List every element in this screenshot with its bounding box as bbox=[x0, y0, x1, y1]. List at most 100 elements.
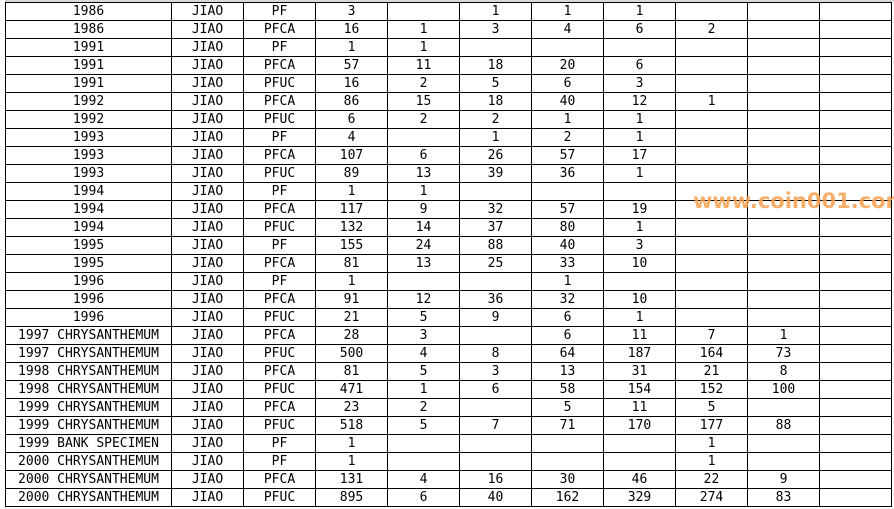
cell[interactable]: 164 bbox=[675, 344, 748, 363]
cell[interactable]: JIAO bbox=[171, 344, 244, 363]
cell[interactable]: 187 bbox=[603, 344, 676, 363]
cell[interactable]: 6 bbox=[531, 308, 604, 327]
cell[interactable]: 1996 bbox=[5, 308, 172, 327]
cell[interactable] bbox=[819, 236, 892, 255]
cell[interactable]: 57 bbox=[531, 200, 604, 219]
cell[interactable]: JIAO bbox=[171, 434, 244, 453]
cell[interactable]: 4 bbox=[387, 470, 460, 489]
cell[interactable]: 1 bbox=[747, 326, 820, 345]
cell[interactable]: JIAO bbox=[171, 20, 244, 39]
cell[interactable]: 3 bbox=[459, 20, 532, 39]
cell[interactable]: 2000 CHRYSANTHEMUM bbox=[5, 452, 172, 471]
cell[interactable]: 36 bbox=[531, 164, 604, 183]
cell[interactable]: 2 bbox=[387, 74, 460, 93]
cell[interactable]: PFUC bbox=[243, 164, 316, 183]
cell[interactable]: JIAO bbox=[171, 380, 244, 399]
cell[interactable]: 14 bbox=[387, 218, 460, 237]
cell[interactable]: 11 bbox=[603, 398, 676, 417]
cell[interactable] bbox=[747, 110, 820, 129]
cell[interactable] bbox=[459, 434, 532, 453]
cell[interactable]: 36 bbox=[459, 290, 532, 309]
cell[interactable]: PFUC bbox=[243, 344, 316, 363]
cell[interactable] bbox=[819, 344, 892, 363]
cell[interactable]: 1 bbox=[459, 128, 532, 147]
cell[interactable] bbox=[819, 254, 892, 273]
cell[interactable]: 2 bbox=[459, 110, 532, 129]
cell[interactable]: 15 bbox=[387, 92, 460, 111]
cell[interactable]: 1996 bbox=[5, 272, 172, 291]
cell[interactable]: 1 bbox=[603, 218, 676, 237]
cell[interactable]: 13 bbox=[531, 362, 604, 381]
cell[interactable]: 81 bbox=[315, 362, 388, 381]
cell[interactable]: PFCA bbox=[243, 254, 316, 273]
cell[interactable] bbox=[747, 398, 820, 417]
cell[interactable]: JIAO bbox=[171, 74, 244, 93]
cell[interactable]: 170 bbox=[603, 416, 676, 435]
cell[interactable]: 1 bbox=[675, 452, 748, 471]
cell[interactable] bbox=[747, 290, 820, 309]
cell[interactable]: 24 bbox=[387, 236, 460, 255]
cell[interactable] bbox=[675, 182, 748, 201]
cell[interactable]: 274 bbox=[675, 488, 748, 507]
cell[interactable]: JIAO bbox=[171, 92, 244, 111]
cell[interactable] bbox=[819, 110, 892, 129]
cell[interactable]: 18 bbox=[459, 56, 532, 75]
cell[interactable]: 21 bbox=[315, 308, 388, 327]
cell[interactable]: 9 bbox=[747, 470, 820, 489]
cell[interactable]: 1993 bbox=[5, 146, 172, 165]
cell[interactable]: JIAO bbox=[171, 128, 244, 147]
cell[interactable]: 16 bbox=[459, 470, 532, 489]
cell[interactable]: 17 bbox=[603, 146, 676, 165]
cell[interactable]: 13 bbox=[387, 164, 460, 183]
cell[interactable]: JIAO bbox=[171, 308, 244, 327]
cell[interactable]: 1 bbox=[315, 272, 388, 291]
cell[interactable]: 39 bbox=[459, 164, 532, 183]
cell[interactable]: 3 bbox=[459, 362, 532, 381]
cell[interactable]: 12 bbox=[387, 290, 460, 309]
cell[interactable]: 1 bbox=[315, 182, 388, 201]
cell[interactable] bbox=[747, 146, 820, 165]
cell[interactable]: 107 bbox=[315, 146, 388, 165]
cell[interactable] bbox=[747, 20, 820, 39]
cell[interactable] bbox=[747, 2, 820, 21]
cell[interactable]: 89 bbox=[315, 164, 388, 183]
cell[interactable] bbox=[819, 20, 892, 39]
cell[interactable]: PFCA bbox=[243, 56, 316, 75]
cell[interactable]: 2 bbox=[675, 20, 748, 39]
cell[interactable] bbox=[819, 326, 892, 345]
cell[interactable]: 500 bbox=[315, 344, 388, 363]
cell[interactable]: 5 bbox=[387, 308, 460, 327]
cell[interactable] bbox=[675, 74, 748, 93]
cell[interactable]: 5 bbox=[531, 398, 604, 417]
cell[interactable]: 329 bbox=[603, 488, 676, 507]
cell[interactable]: 64 bbox=[531, 344, 604, 363]
cell[interactable]: JIAO bbox=[171, 470, 244, 489]
cell[interactable] bbox=[387, 272, 460, 291]
cell[interactable]: 4 bbox=[315, 128, 388, 147]
cell[interactable]: 7 bbox=[459, 416, 532, 435]
cell[interactable]: 2 bbox=[531, 128, 604, 147]
cell[interactable] bbox=[819, 74, 892, 93]
cell[interactable]: 162 bbox=[531, 488, 604, 507]
cell[interactable]: PFCA bbox=[243, 398, 316, 417]
cell[interactable]: 4 bbox=[531, 20, 604, 39]
cell[interactable]: 1 bbox=[387, 20, 460, 39]
cell[interactable]: 8 bbox=[459, 344, 532, 363]
cell[interactable] bbox=[819, 434, 892, 453]
cell[interactable]: 46 bbox=[603, 470, 676, 489]
cell[interactable]: PF bbox=[243, 128, 316, 147]
cell[interactable]: JIAO bbox=[171, 272, 244, 291]
cell[interactable]: 3 bbox=[603, 236, 676, 255]
cell[interactable] bbox=[675, 308, 748, 327]
cell[interactable]: PFUC bbox=[243, 416, 316, 435]
cell[interactable]: PFCA bbox=[243, 362, 316, 381]
cell[interactable]: 1 bbox=[603, 308, 676, 327]
cell[interactable]: 10 bbox=[603, 254, 676, 273]
cell[interactable]: 1 bbox=[603, 2, 676, 21]
cell[interactable] bbox=[747, 128, 820, 147]
cell[interactable]: JIAO bbox=[171, 326, 244, 345]
cell[interactable]: 1998 CHRYSANTHEMUM bbox=[5, 380, 172, 399]
cell[interactable]: PF bbox=[243, 434, 316, 453]
cell[interactable] bbox=[819, 470, 892, 489]
cell[interactable]: PFUC bbox=[243, 308, 316, 327]
